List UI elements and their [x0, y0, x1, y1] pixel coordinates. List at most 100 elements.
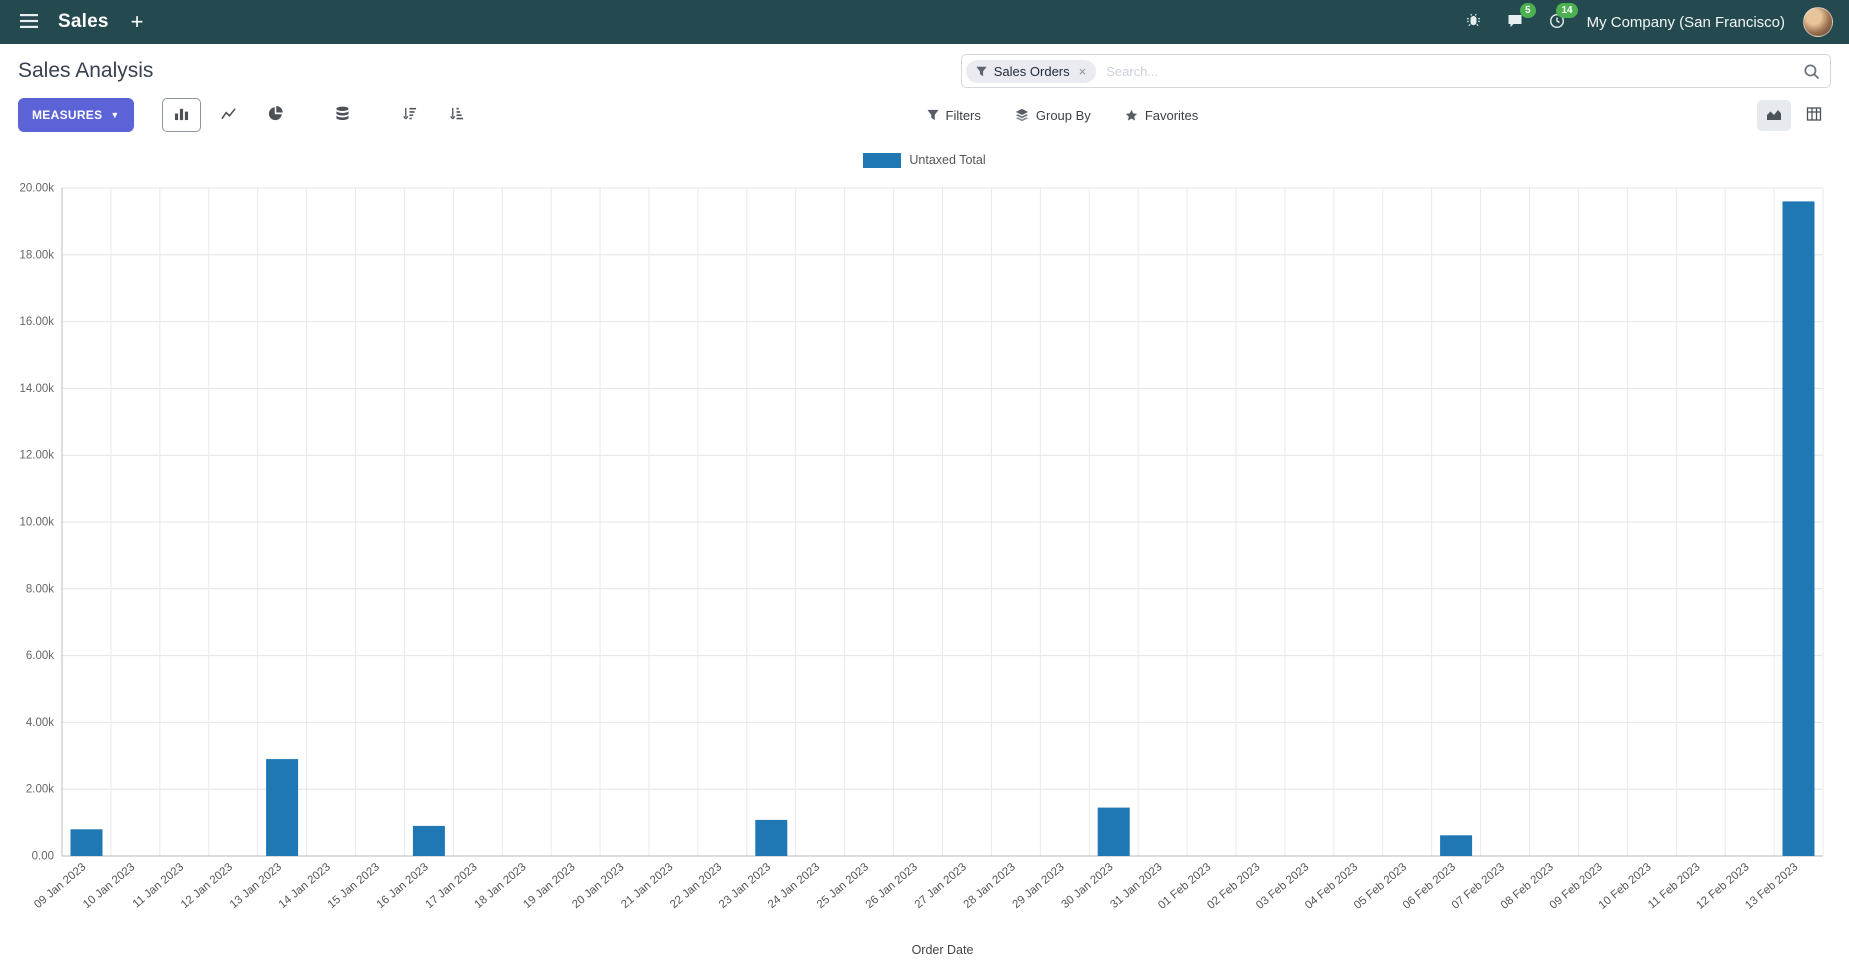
graph-toolbar: MEASURES ▼	[18, 98, 925, 132]
apps-menu-button[interactable]	[16, 10, 42, 35]
search-bar[interactable]: Sales Orders ×	[960, 54, 1831, 88]
svg-text:05 Feb 2023: 05 Feb 2023	[1352, 861, 1409, 912]
user-avatar[interactable]	[1803, 7, 1833, 37]
svg-text:09 Feb 2023: 09 Feb 2023	[1548, 861, 1605, 912]
search-input[interactable]	[1096, 63, 1803, 79]
svg-text:10 Feb 2023: 10 Feb 2023	[1597, 861, 1654, 912]
debug-button[interactable]	[1462, 9, 1485, 35]
search-icon[interactable]	[1803, 63, 1820, 80]
pie-chart-mode-button[interactable]	[256, 98, 295, 132]
svg-text:24 Jan 2023: 24 Jan 2023	[766, 861, 822, 911]
svg-text:17 Jan 2023: 17 Jan 2023	[424, 861, 480, 911]
facet-remove-icon[interactable]: ×	[1078, 63, 1087, 79]
svg-text:10 Jan 2023: 10 Jan 2023	[81, 861, 137, 911]
filters-label: Filters	[945, 107, 981, 123]
chat-bubble-icon	[1507, 13, 1523, 32]
bug-icon	[1466, 13, 1481, 31]
hamburger-icon	[20, 13, 38, 31]
top-navbar: Sales + 5 14 My Company (San Francisco)	[0, 0, 1849, 44]
sort-descending-button[interactable]	[390, 98, 429, 132]
toolbar-row: MEASURES ▼	[18, 98, 1831, 132]
chart-region: Untaxed Total 0.00 2.00k 4.00k 6.00k 8.00k 10…	[0, 152, 1849, 965]
svg-text:10.00k: 10.00k	[19, 517, 54, 529]
bar-chart-svg: 0.00 2.00k 4.00k 6.00k 8.00k 10.00k 12.00k 14.0…	[19, 183, 1824, 957]
svg-text:03 Feb 2023: 03 Feb 2023	[1254, 861, 1311, 912]
plus-icon: +	[130, 9, 144, 34]
messages-count-badge: 5	[1520, 2, 1536, 18]
pie-chart-icon	[268, 106, 283, 124]
svg-text:12.00k: 12.00k	[19, 450, 54, 462]
svg-text:Order Date: Order Date	[912, 943, 974, 957]
svg-text:12 Jan 2023: 12 Jan 2023	[179, 861, 235, 911]
svg-text:4.00k: 4.00k	[26, 717, 54, 729]
star-icon	[1125, 109, 1138, 122]
favorites-button[interactable]: Favorites	[1123, 102, 1200, 129]
svg-text:6.00k: 6.00k	[26, 650, 54, 662]
activities-button[interactable]: 14	[1545, 2, 1578, 36]
group-by-button[interactable]: Group By	[1013, 102, 1093, 129]
svg-text:21 Jan 2023: 21 Jan 2023	[619, 861, 675, 911]
search-facet-sales-orders[interactable]: Sales Orders ×	[965, 59, 1097, 83]
breadcrumb-row: Sales Analysis Sales Orders ×	[18, 54, 1831, 88]
messages-button[interactable]: 5	[1503, 2, 1536, 36]
bar-chart-icon	[174, 106, 189, 124]
svg-text:18.00k: 18.00k	[19, 249, 54, 261]
svg-text:2.00k: 2.00k	[26, 784, 54, 796]
svg-text:14 Jan 2023: 14 Jan 2023	[277, 861, 333, 911]
svg-text:01 Feb 2023: 01 Feb 2023	[1156, 861, 1213, 912]
svg-text:0.00: 0.00	[32, 851, 54, 863]
stacked-toggle-button[interactable]	[323, 98, 362, 132]
layers-icon	[1015, 108, 1029, 122]
svg-text:04 Feb 2023: 04 Feb 2023	[1303, 861, 1360, 912]
filter-funnel-icon	[976, 66, 987, 77]
measures-button[interactable]: MEASURES ▼	[18, 98, 134, 132]
legend-series-label: Untaxed Total	[909, 153, 986, 167]
svg-text:13 Feb 2023: 13 Feb 2023	[1743, 861, 1800, 912]
pivot-view-button[interactable]	[1797, 100, 1831, 131]
page-title: Sales Analysis	[18, 59, 154, 82]
svg-text:06 Feb 2023: 06 Feb 2023	[1401, 861, 1458, 912]
bar-chart-mode-button[interactable]	[161, 98, 201, 132]
line-chart-icon	[220, 106, 236, 124]
svg-text:08 Feb 2023: 08 Feb 2023	[1499, 861, 1556, 912]
svg-text:23 Jan 2023: 23 Jan 2023	[717, 861, 773, 911]
pivot-table-icon	[1806, 106, 1822, 125]
svg-text:8.00k: 8.00k	[26, 583, 54, 595]
svg-text:13 Jan 2023: 13 Jan 2023	[228, 861, 284, 911]
legend-color-swatch	[863, 152, 902, 168]
measures-label: MEASURES	[32, 108, 103, 122]
filters-button[interactable]: Filters	[925, 102, 983, 129]
control-panel: Sales Analysis Sales Orders × MEASURES ▼	[0, 44, 1849, 144]
svg-text:09 Jan 2023: 09 Jan 2023	[32, 861, 88, 911]
svg-text:25 Jan 2023: 25 Jan 2023	[815, 861, 871, 911]
chart-legend[interactable]: Untaxed Total	[0, 152, 1849, 168]
svg-text:12 Feb 2023: 12 Feb 2023	[1694, 861, 1751, 912]
graph-view-button[interactable]	[1757, 99, 1791, 131]
sort-ascending-button[interactable]	[437, 98, 476, 132]
search-facet-label: Sales Orders	[993, 63, 1070, 79]
sort-descending-icon	[402, 106, 417, 124]
company-switcher[interactable]: My Company (San Francisco)	[1586, 13, 1785, 31]
svg-text:19 Jan 2023: 19 Jan 2023	[521, 861, 577, 911]
stacked-database-icon	[335, 106, 350, 124]
sort-ascending-icon	[449, 106, 464, 124]
svg-text:15 Jan 2023: 15 Jan 2023	[326, 861, 382, 911]
view-switcher	[1757, 99, 1831, 131]
svg-text:27 Jan 2023: 27 Jan 2023	[913, 861, 969, 911]
activities-count-badge: 14	[1556, 2, 1578, 18]
svg-text:30 Jan 2023: 30 Jan 2023	[1059, 861, 1115, 911]
svg-text:26 Jan 2023: 26 Jan 2023	[864, 861, 920, 911]
search-options: Filters Group By Favorites	[925, 102, 1201, 129]
filters-funnel-icon	[926, 109, 939, 121]
svg-text:16 Jan 2023: 16 Jan 2023	[375, 861, 431, 911]
new-window-button[interactable]: +	[127, 7, 148, 37]
favorites-label: Favorites	[1144, 107, 1199, 123]
line-chart-mode-button[interactable]	[209, 98, 248, 132]
svg-text:29 Jan 2023: 29 Jan 2023	[1011, 861, 1067, 911]
svg-text:16.00k: 16.00k	[19, 316, 54, 328]
app-name[interactable]: Sales	[58, 11, 109, 32]
area-chart-icon	[1766, 106, 1782, 125]
navbar-right: 5 14 My Company (San Francisco)	[1462, 2, 1833, 37]
chevron-down-icon: ▼	[110, 109, 120, 120]
svg-text:22 Jan 2023: 22 Jan 2023	[668, 861, 724, 911]
